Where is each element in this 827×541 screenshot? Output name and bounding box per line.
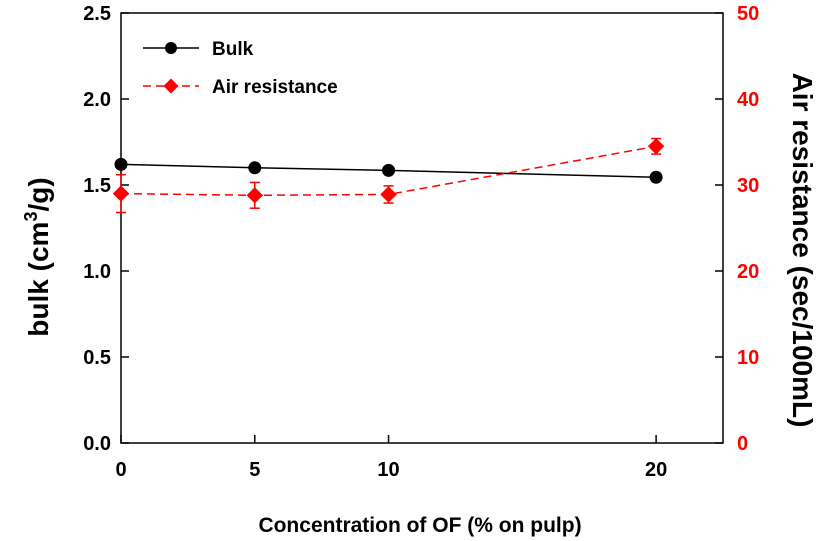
left-y-tick-label: 0.5 [83, 347, 111, 369]
left-y-tick-label: 2.0 [83, 89, 111, 111]
left-y-tick-label: 1.5 [83, 175, 111, 197]
left-y-tick-label: 0.0 [83, 433, 111, 455]
series-air-resistance [112, 137, 665, 214]
data-point [248, 161, 262, 175]
series-line [120, 145, 657, 197]
right-y-tick-label: 30 [737, 175, 759, 197]
data-point [380, 186, 397, 203]
series-line [120, 163, 657, 179]
data-point [382, 163, 396, 177]
data-point [649, 170, 663, 184]
legend-label: Bulk [212, 39, 254, 60]
legend-marker [163, 78, 179, 94]
x-axis-title: Concentration of OF (% on pulp) [258, 514, 581, 537]
right-y-tick-label: 20 [737, 261, 759, 283]
right-y-axis-title: Air resistance (sec/100mL) [787, 73, 818, 428]
right-y-tick-label: 50 [737, 3, 759, 25]
left-y-tick-label: 1.0 [83, 261, 111, 283]
legend: Bulk Air resistance [143, 39, 338, 98]
data-point [114, 157, 128, 171]
data-point [246, 187, 263, 204]
data-point [647, 138, 665, 155]
left-y-axis-title: bulk (cm3/g) [21, 177, 54, 336]
x-tick-label: 20 [645, 459, 667, 481]
left-y-axis: 0.0 0.5 1.0 1.5 2.0 2.5 [83, 3, 129, 455]
plot-frame [120, 12, 724, 444]
right-y-axis: 0 10 20 30 40 50 [715, 3, 759, 455]
series-layer [112, 137, 665, 214]
x-tick-label: 5 [249, 459, 260, 481]
data-point [112, 185, 130, 202]
plot-area-border [120, 12, 724, 444]
x-tick-label: 10 [377, 459, 399, 481]
legend-label: Air resistance [212, 77, 338, 98]
x-axis: 0 5 10 20 [115, 435, 667, 481]
left-y-tick-label: 2.5 [83, 3, 111, 25]
series-bulk [114, 157, 663, 184]
right-y-tick-label: 0 [737, 433, 748, 455]
legend-marker [165, 42, 177, 54]
right-y-tick-label: 40 [737, 89, 759, 111]
right-y-tick-label: 10 [737, 347, 759, 369]
x-tick-label: 0 [115, 459, 126, 481]
